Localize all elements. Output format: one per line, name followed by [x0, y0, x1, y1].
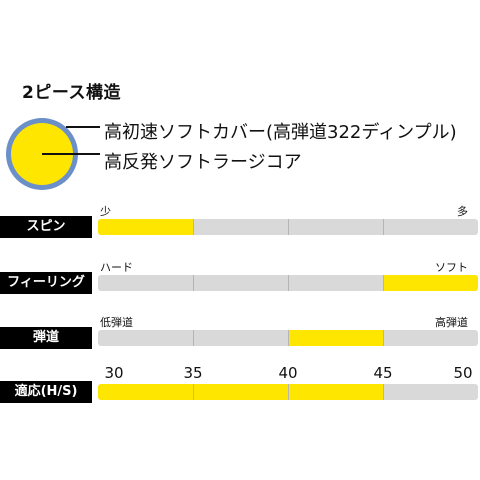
core-description: 高反発ソフトラージコア	[104, 152, 302, 173]
spin-bar	[98, 219, 478, 235]
hs-tick-50: 50	[453, 364, 473, 382]
spin-level	[98, 219, 193, 235]
feeling-max-label: ソフト	[435, 261, 468, 274]
trajectory-max-label: 高弾道	[435, 316, 468, 329]
hs-tick-30: 30	[104, 364, 124, 382]
feeling-label: フィーリング	[0, 272, 92, 294]
trajectory-bar	[98, 330, 478, 346]
cover-description: 高初速ソフトカバー(高弾道322ディンプル)	[104, 122, 457, 143]
feeling-level	[383, 275, 478, 291]
hs-tick-35: 35	[183, 364, 203, 382]
trajectory-label: 弾道	[0, 327, 92, 349]
head-speed-label: 適応(H/S)	[0, 381, 92, 403]
page-title: 2ピース構造	[22, 83, 121, 103]
trajectory-level	[288, 330, 383, 346]
trajectory-min-label: 低弾道	[100, 316, 133, 329]
head-speed-bar	[98, 384, 478, 400]
feeling-min-label: ハード	[100, 261, 133, 274]
feeling-bar	[98, 275, 478, 291]
spin-label: スピン	[0, 216, 92, 238]
spin-max-label: 多	[457, 205, 468, 218]
spin-min-label: 少	[100, 205, 111, 218]
hs-tick-40: 40	[278, 364, 298, 382]
head-speed-range	[98, 384, 383, 400]
hs-tick-45: 45	[373, 364, 393, 382]
ball-diagram	[6, 118, 100, 190]
